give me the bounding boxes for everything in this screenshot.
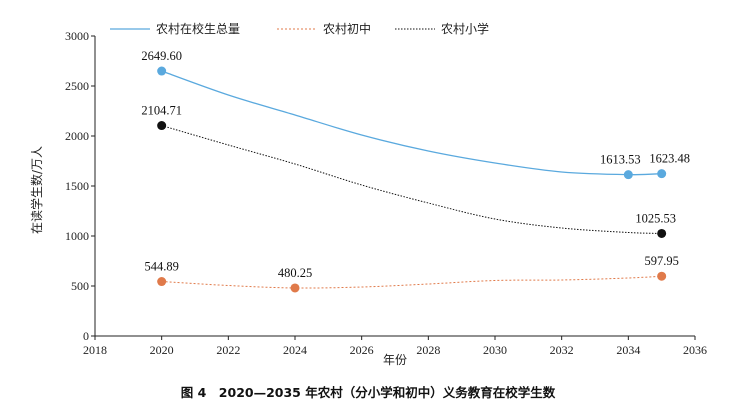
data-point	[657, 228, 667, 238]
x-tick-label: 2024	[283, 343, 307, 357]
data-point	[623, 170, 633, 180]
figure-caption: 图 4 2020—2035 年农村（分小学和初中）义务教育在校学生数	[180, 385, 556, 400]
data-point	[290, 283, 300, 293]
data-point	[157, 121, 167, 131]
series-line	[161, 70, 662, 176]
x-tick-label: 2034	[616, 343, 640, 357]
y-tick-label: 1000	[65, 229, 89, 243]
y-tick-label: 3000	[65, 29, 89, 43]
x-tick-label: 2032	[550, 343, 574, 357]
x-tick-label: 2018	[83, 343, 107, 357]
series-line	[161, 275, 662, 289]
data-label: 1025.53	[635, 211, 676, 225]
x-tick-label: 2026	[350, 343, 374, 357]
data-label: 597.95	[644, 254, 678, 268]
data-label: 2104.71	[141, 104, 182, 118]
data-point	[157, 66, 167, 76]
y-tick-label: 500	[71, 279, 89, 293]
x-tick-label: 2030	[483, 343, 507, 357]
legend-label: 农村在校生总量	[156, 21, 240, 36]
y-tick-label: 2000	[65, 129, 89, 143]
x-tick-label: 2028	[416, 343, 440, 357]
x-tick-label: 2020	[150, 343, 174, 357]
y-tick-label: 2500	[65, 79, 89, 93]
legend-label: 农村小学	[441, 21, 489, 36]
data-label: 1623.48	[649, 152, 690, 166]
x-tick-label: 2036	[683, 343, 707, 357]
data-label: 1613.53	[600, 153, 641, 167]
y-tick-label: 1500	[65, 179, 89, 193]
data-label: 2649.60	[141, 49, 182, 63]
data-point	[657, 271, 667, 281]
y-axis-title: 在读学生数/万人	[29, 146, 44, 234]
data-point	[657, 169, 667, 179]
y-tick-label: 0	[83, 329, 89, 343]
x-tick-label: 2022	[216, 343, 240, 357]
legend-label: 农村初中	[323, 21, 371, 36]
data-label: 544.89	[144, 260, 178, 274]
data-point	[157, 277, 167, 287]
x-axis-title: 年份	[383, 353, 407, 367]
series-line	[161, 125, 662, 234]
data-label: 480.25	[278, 266, 312, 280]
